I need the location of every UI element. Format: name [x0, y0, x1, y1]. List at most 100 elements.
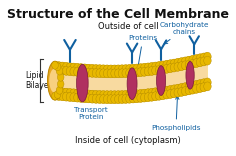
Ellipse shape — [76, 64, 88, 102]
Circle shape — [51, 65, 59, 74]
Circle shape — [92, 94, 100, 103]
Circle shape — [193, 59, 200, 68]
Circle shape — [159, 87, 167, 96]
Circle shape — [59, 66, 66, 75]
Circle shape — [88, 94, 96, 103]
Circle shape — [170, 63, 178, 72]
Circle shape — [159, 65, 167, 74]
Circle shape — [59, 62, 66, 71]
Circle shape — [144, 63, 152, 72]
Circle shape — [181, 57, 189, 66]
Circle shape — [122, 65, 129, 74]
Circle shape — [170, 85, 178, 94]
Circle shape — [185, 82, 193, 91]
Circle shape — [144, 93, 152, 102]
Circle shape — [189, 59, 196, 68]
Circle shape — [193, 84, 200, 93]
Circle shape — [100, 95, 107, 104]
Circle shape — [107, 95, 114, 104]
Circle shape — [96, 90, 103, 99]
Text: Transport
Protein: Transport Protein — [74, 97, 108, 120]
Circle shape — [200, 83, 207, 92]
Circle shape — [163, 64, 170, 73]
Circle shape — [196, 80, 204, 88]
Circle shape — [141, 93, 148, 102]
Circle shape — [92, 65, 100, 73]
Circle shape — [70, 93, 77, 102]
Circle shape — [114, 69, 122, 78]
Circle shape — [57, 73, 64, 81]
Circle shape — [52, 61, 58, 69]
Circle shape — [152, 88, 159, 97]
Circle shape — [126, 65, 133, 73]
Circle shape — [54, 90, 61, 98]
Circle shape — [152, 92, 159, 101]
Circle shape — [193, 80, 200, 89]
Circle shape — [66, 93, 74, 101]
Circle shape — [85, 94, 92, 103]
Text: Phospholipids: Phospholipids — [151, 96, 201, 131]
Circle shape — [81, 94, 88, 103]
Circle shape — [181, 61, 189, 70]
Circle shape — [56, 67, 63, 75]
Circle shape — [81, 68, 88, 77]
Circle shape — [196, 58, 204, 67]
Circle shape — [126, 94, 133, 103]
Circle shape — [193, 55, 200, 63]
Circle shape — [114, 65, 122, 74]
Circle shape — [174, 84, 181, 93]
Circle shape — [114, 91, 122, 100]
Circle shape — [111, 65, 118, 74]
Circle shape — [174, 62, 181, 71]
Circle shape — [126, 90, 133, 99]
Circle shape — [56, 86, 63, 94]
Circle shape — [141, 63, 148, 72]
Circle shape — [148, 88, 156, 97]
Circle shape — [174, 58, 181, 67]
Circle shape — [54, 63, 61, 71]
Circle shape — [111, 95, 118, 104]
Circle shape — [92, 69, 100, 78]
Circle shape — [103, 95, 111, 104]
Circle shape — [200, 57, 207, 66]
Circle shape — [70, 67, 77, 76]
Circle shape — [88, 64, 96, 73]
Circle shape — [189, 85, 196, 94]
Circle shape — [52, 92, 58, 100]
Circle shape — [137, 90, 144, 98]
Ellipse shape — [48, 61, 63, 100]
Circle shape — [122, 69, 129, 78]
Circle shape — [96, 95, 103, 103]
Circle shape — [114, 95, 122, 104]
Circle shape — [107, 69, 114, 78]
Text: Outside of cell: Outside of cell — [98, 22, 158, 32]
Circle shape — [118, 65, 126, 74]
Circle shape — [189, 81, 196, 90]
Circle shape — [111, 69, 118, 78]
Circle shape — [51, 91, 59, 100]
Circle shape — [170, 59, 178, 68]
Circle shape — [85, 90, 92, 99]
Circle shape — [133, 94, 141, 103]
Circle shape — [88, 90, 96, 99]
Circle shape — [163, 86, 170, 95]
Circle shape — [141, 67, 148, 76]
Circle shape — [167, 64, 174, 73]
Circle shape — [129, 94, 137, 103]
Circle shape — [181, 83, 189, 92]
Circle shape — [159, 61, 167, 70]
Circle shape — [63, 66, 70, 75]
Circle shape — [174, 88, 181, 97]
Circle shape — [204, 82, 211, 91]
Ellipse shape — [156, 66, 166, 95]
Circle shape — [77, 68, 85, 77]
Text: Structure of the Cell Membrane: Structure of the Cell Membrane — [7, 8, 229, 21]
Circle shape — [66, 63, 74, 72]
Circle shape — [63, 92, 70, 101]
Circle shape — [70, 89, 77, 98]
Circle shape — [178, 58, 185, 67]
Circle shape — [122, 90, 129, 99]
Circle shape — [96, 65, 103, 74]
Circle shape — [85, 68, 92, 77]
Circle shape — [196, 84, 204, 93]
